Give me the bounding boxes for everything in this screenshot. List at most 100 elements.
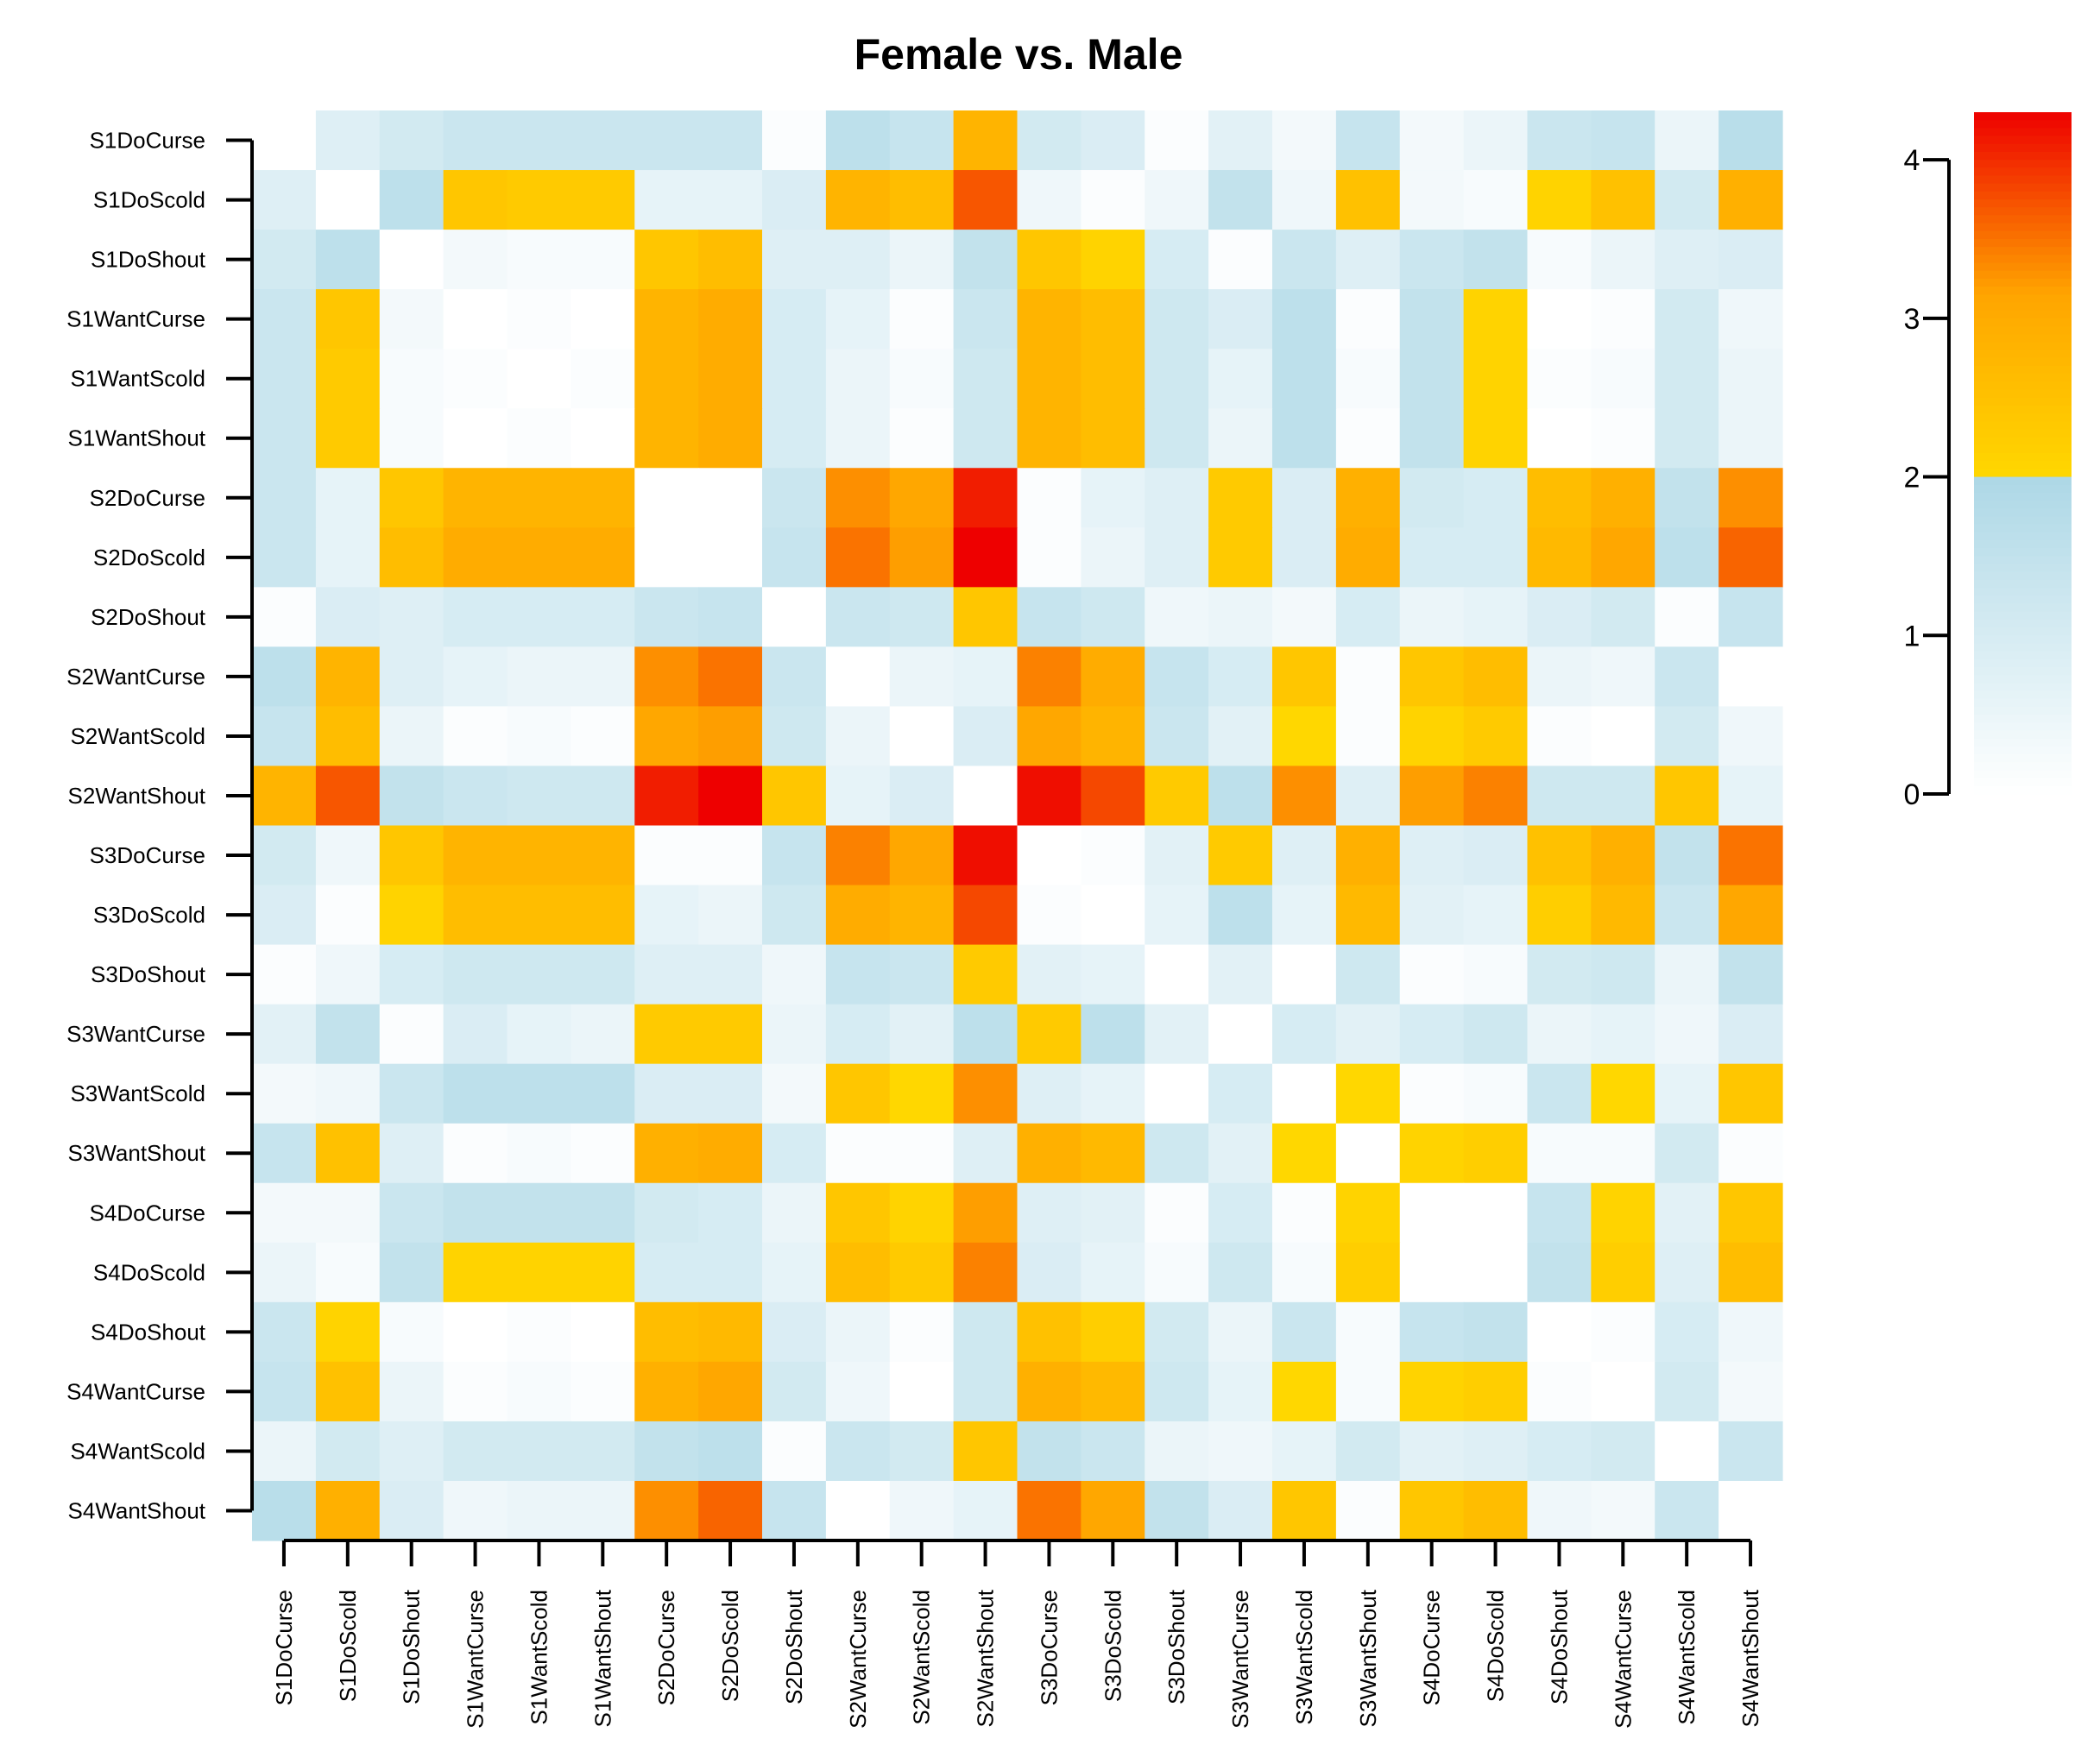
heatmap-cell-S3WantScold-S1WantScold	[507, 1063, 571, 1125]
heatmap-cell-S4WantShout-S4DoScold	[1463, 1480, 1529, 1541]
heatmap-cell-S2WantCurse-S1WantCurse	[443, 646, 508, 708]
heatmap-cell-S4DoShout-S1WantCurse	[443, 1301, 508, 1363]
legend-swatch	[1974, 778, 2072, 787]
heatmap-cell-S1DoShout-S4DoShout	[1527, 230, 1592, 290]
heatmap-cell-S3WantScold-S1DoScold	[315, 1063, 381, 1125]
heatmap-cell-S3WantShout-S3DoScold	[1081, 1123, 1145, 1184]
heatmap-cell-S2WantShout-S1WantShout	[571, 765, 635, 827]
legend-swatch	[1974, 619, 2072, 628]
heatmap-cell-S4WantShout-S1WantCurse	[443, 1480, 508, 1541]
heatmap-cell-S2WantScold-S1DoScold	[315, 706, 381, 767]
heatmap-cell-S2DoShout-S1DoScold	[315, 587, 381, 647]
heatmap-cell-S1WantScold-S3DoCurse	[1017, 349, 1082, 409]
heatmap-cell-S2WantCurse-S4DoCurse	[1399, 646, 1465, 708]
heatmap-cell-S3DoScold-S3WantShout	[1335, 885, 1401, 946]
heatmap-cell-S4WantShout-S4DoCurse	[1399, 1480, 1465, 1541]
heatmap-cell-S3DoCurse-S1WantShout	[571, 825, 635, 886]
legend-swatch	[1974, 167, 2072, 177]
heatmap-cell-S2DoShout-S4DoCurse	[1399, 587, 1465, 647]
legend-swatch	[1974, 207, 2072, 217]
heatmap-cell-S4WantShout-S2DoCurse	[634, 1480, 699, 1541]
heatmap-cell-S3WantScold-S3DoShout	[1145, 1063, 1209, 1125]
heatmap-cell-S1WantCurse-S4DoCurse	[1399, 289, 1465, 350]
heatmap-cell-S3WantCurse-S4DoScold	[1463, 1004, 1529, 1065]
heatmap-cell-S4WantScold-S2WantCurse	[825, 1421, 891, 1482]
legend-swatch	[1974, 381, 2072, 391]
heatmap-cell-S2WantShout-S4WantShout	[1718, 765, 1783, 827]
legend-swatch	[1974, 191, 2072, 200]
heatmap-cell-S4DoScold-S3DoShout	[1145, 1242, 1209, 1303]
heatmap-cell-S1WantShout-S1WantScold	[507, 408, 571, 469]
y-tick-label: S4DoScold	[93, 1259, 205, 1285]
heatmap-cell-S3DoShout-S3DoShout	[1145, 944, 1209, 1005]
heatmap-cell-S3DoScold-S2DoShout	[762, 885, 827, 946]
heatmap-cell-S4WantCurse-S3WantScold	[1272, 1361, 1337, 1422]
legend-swatch	[1974, 532, 2072, 541]
heatmap-cell-S2WantScold-S2WantShout	[953, 706, 1018, 767]
heatmap-cell-S1WantShout-S4DoScold	[1463, 408, 1529, 469]
legend-swatch	[1974, 278, 2072, 287]
heatmap-cell-S1WantCurse-S4DoScold	[1463, 289, 1529, 350]
heatmap-cell-S2WantCurse-S3DoShout	[1145, 646, 1209, 708]
color-legend: 0 1 2 3 4	[1904, 112, 2072, 811]
heatmap-cell-S4DoScold-S1WantCurse	[443, 1242, 508, 1303]
heatmap-cell-S1DoCurse-S1WantCurse	[443, 110, 508, 171]
heatmap-cell-S4WantCurse-S2DoScold	[698, 1361, 763, 1422]
heatmap-cell-S4WantScold-S2WantScold	[889, 1421, 955, 1482]
heatmap-cell-S1WantCurse-S4WantScold	[1655, 289, 1719, 350]
heatmap-cell-S3DoScold-S2DoScold	[698, 885, 763, 946]
heatmap-cell-S4DoCurse-S1WantShout	[571, 1182, 635, 1244]
heatmap-cell-S3DoShout-S3WantShout	[1335, 944, 1401, 1005]
legend-swatch	[1974, 437, 2072, 446]
heatmap-cell-S1DoShout-S4WantShout	[1718, 230, 1783, 290]
heatmap-cell-S1DoCurse-S4WantShout	[1718, 110, 1783, 171]
heatmap-cell-S3WantShout-S3WantScold	[1272, 1123, 1337, 1184]
legend-swatch	[1974, 151, 2072, 161]
y-tick-label: S3WantShout	[68, 1140, 206, 1166]
heatmap-cell-S1DoShout-S1DoShout	[379, 230, 445, 290]
heatmap-cell-S3DoShout-S1WantCurse	[443, 944, 508, 1005]
heatmap-cell-S2DoCurse-S1DoCurse	[252, 468, 317, 528]
legend-swatch	[1974, 413, 2072, 422]
heatmap-cell-S4WantShout-S4DoShout	[1527, 1480, 1592, 1541]
heatmap-cells	[252, 110, 1783, 1541]
y-tick-label: S1DoScold	[93, 187, 205, 213]
legend-tick-label: 2	[1904, 462, 1920, 495]
x-tick-label: S1WantShout	[590, 1589, 615, 1727]
heatmap-cell-S3DoShout-S4DoCurse	[1399, 944, 1465, 1005]
heatmap-cell-S2WantCurse-S4WantCurse	[1591, 646, 1655, 708]
heatmap-cell-S3DoCurse-S4DoScold	[1463, 825, 1529, 886]
y-tick-label: S1WantCurse	[66, 306, 205, 332]
heatmap-cell-S2WantCurse-S1WantScold	[507, 646, 571, 708]
legend-swatch	[1974, 334, 2072, 343]
heatmap-cell-S1WantShout-S4WantCurse	[1591, 408, 1655, 469]
heatmap-cell-S4DoShout-S1WantScold	[507, 1301, 571, 1363]
heatmap-cell-S4DoShout-S2DoCurse	[634, 1301, 699, 1363]
heatmap-cell-S1DoShout-S4WantCurse	[1591, 230, 1655, 290]
heatmap-cell-S2DoCurse-S4DoCurse	[1399, 468, 1465, 528]
heatmap-cell-S2DoShout-S2WantShout	[953, 587, 1018, 647]
heatmap-cell-S3DoCurse-S2DoCurse	[634, 825, 699, 886]
heatmap-cell-S2DoScold-S2WantCurse	[825, 527, 891, 588]
heatmap-cell-S1DoCurse-S4WantCurse	[1591, 110, 1655, 171]
heatmap-cell-S4WantCurse-S4WantScold	[1655, 1361, 1719, 1422]
heatmap-cell-S3DoScold-S3DoScold	[1081, 885, 1145, 946]
heatmap-cell-S1DoShout-S2WantScold	[889, 230, 955, 290]
heatmap-cell-S3WantShout-S3WantShout	[1335, 1123, 1401, 1184]
heatmap-cell-S4WantScold-S3DoCurse	[1017, 1421, 1082, 1482]
heatmap-cell-S1DoCurse-S4DoCurse	[1399, 110, 1465, 171]
legend-swatch	[1974, 294, 2072, 304]
heatmap-cell-S1WantCurse-S2DoScold	[698, 289, 763, 350]
legend-swatch	[1974, 310, 2072, 319]
legend-swatch	[1974, 595, 2072, 605]
heatmap-cell-S4WantCurse-S1WantShout	[571, 1361, 635, 1422]
heatmap-cell-S4WantScold-S1WantCurse	[443, 1421, 508, 1482]
legend-swatch	[1974, 453, 2072, 462]
heatmap-cell-S2WantScold-S3DoCurse	[1017, 706, 1082, 767]
heatmap-cell-S1WantShout-S2DoCurse	[634, 408, 699, 469]
heatmap-cell-S2DoCurse-S1WantScold	[507, 468, 571, 528]
heatmap-cell-S4WantShout-S1DoScold	[315, 1480, 381, 1541]
legend-swatch	[1974, 722, 2072, 732]
heatmap-cell-S2WantCurse-S2DoCurse	[634, 646, 699, 708]
heatmap-cell-S1WantCurse-S1DoCurse	[252, 289, 317, 350]
